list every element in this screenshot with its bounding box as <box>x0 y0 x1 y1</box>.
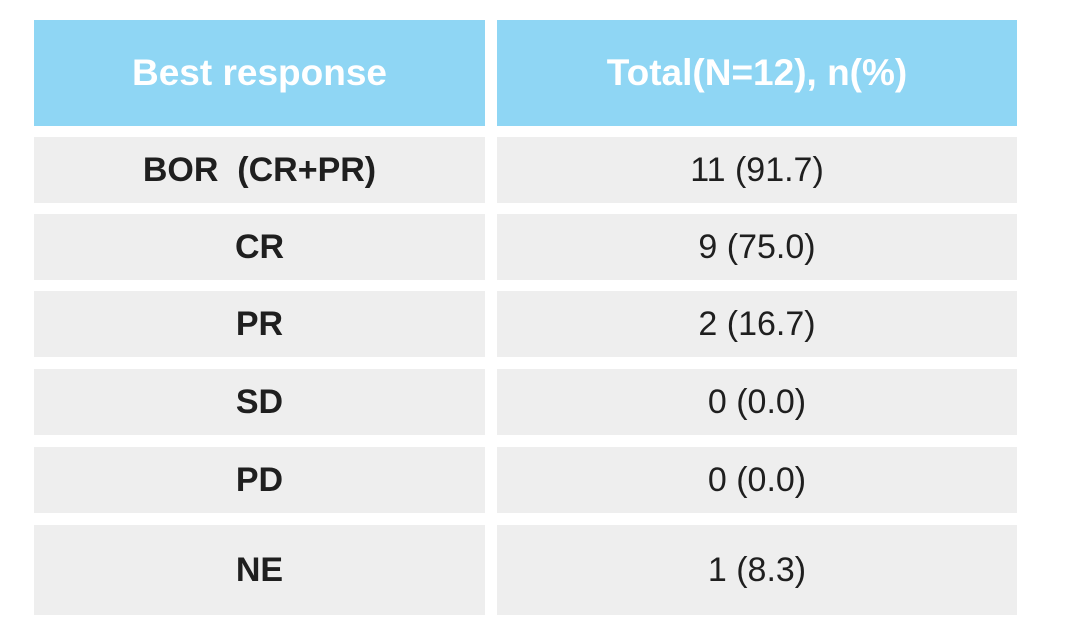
table-row-value: 11 (91.7) <box>497 137 1017 203</box>
table-row-value: 1 (8.3) <box>497 525 1017 615</box>
table-row-label: PR <box>34 291 485 357</box>
table-row-label: BOR (CR+PR) <box>34 137 485 203</box>
table-row-value: 0 (0.0) <box>497 369 1017 435</box>
table-row-label: NE <box>34 525 485 615</box>
header-total: Total(N=12), n(%) <box>497 20 1017 126</box>
table-row-value: 0 (0.0) <box>497 447 1017 513</box>
table-row-value: 9 (75.0) <box>497 214 1017 280</box>
header-best-response: Best response <box>34 20 485 126</box>
table-row-label: SD <box>34 369 485 435</box>
table-row-label: PD <box>34 447 485 513</box>
table-row-value: 2 (16.7) <box>497 291 1017 357</box>
table-row-label: CR <box>34 214 485 280</box>
